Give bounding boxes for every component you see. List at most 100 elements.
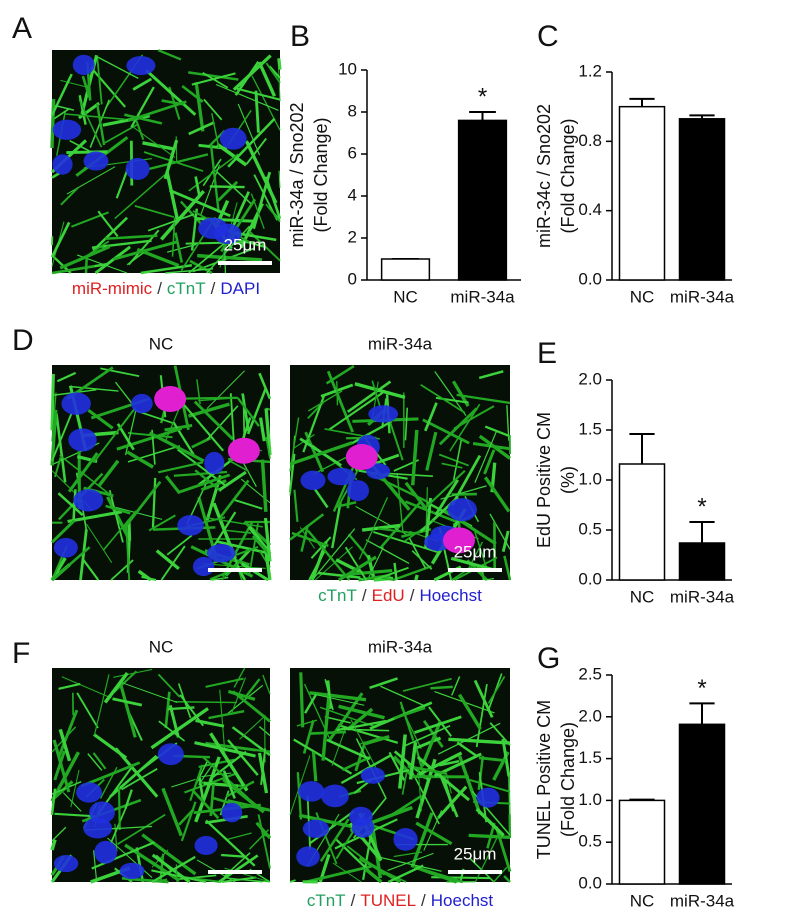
fiber [198, 143, 228, 150]
fiber [125, 526, 131, 581]
y-tick-label: 0.0 [578, 269, 602, 288]
fiber [416, 755, 470, 802]
caption-part: cTnT [167, 279, 206, 298]
fiber [331, 729, 346, 766]
fiber [227, 739, 259, 776]
fiber [114, 747, 159, 798]
image-title: NC [149, 637, 174, 656]
fiber [219, 689, 226, 754]
fiber [198, 777, 205, 799]
fiber [106, 496, 130, 539]
fiber [441, 462, 463, 469]
fiber [189, 764, 204, 802]
fiber [55, 413, 67, 483]
fiber [289, 441, 353, 466]
fiber [59, 454, 114, 498]
fiber [205, 819, 256, 867]
fiber [244, 140, 278, 204]
fiber [209, 732, 249, 792]
fiber [255, 821, 272, 840]
bar [678, 542, 726, 581]
caption: miR-mimic / cTnT / DAPI [72, 279, 260, 298]
nucleus [131, 393, 153, 414]
fiber [417, 767, 422, 812]
fiber [79, 529, 88, 581]
fiber [243, 520, 272, 547]
fiber [161, 787, 183, 837]
fiber [112, 240, 178, 261]
fiber [306, 529, 351, 581]
fiber [124, 113, 163, 125]
fiber [369, 677, 398, 690]
fiber [350, 420, 393, 445]
nucleus [61, 392, 91, 415]
fiber [167, 706, 195, 711]
nucleus [298, 781, 325, 802]
fiber [50, 839, 57, 851]
caption-part: cTnT [318, 586, 357, 605]
fiber [414, 715, 462, 734]
fiber [404, 500, 459, 524]
micrograph [288, 364, 512, 582]
fiber [420, 384, 466, 414]
fiber [165, 267, 214, 274]
fiber [335, 558, 365, 576]
fiber [202, 158, 222, 187]
fiber [313, 488, 329, 509]
fiber [126, 251, 145, 266]
fiber [61, 676, 112, 699]
fiber [225, 780, 255, 798]
fiber [326, 370, 355, 433]
error-bar [629, 97, 655, 107]
fiber [338, 555, 377, 582]
y-tick-label: 2.5 [578, 664, 602, 683]
y-axis-label: (Fold Change) [558, 722, 578, 837]
panel-letter: C [537, 20, 559, 53]
fiber [148, 431, 205, 463]
fiber [404, 407, 409, 441]
fiber [398, 734, 407, 789]
caption-part: miR-mimic [72, 279, 153, 298]
fiber [257, 61, 277, 97]
fiber [105, 234, 158, 241]
fiber [373, 566, 409, 581]
fiber [244, 678, 261, 699]
y-axis-label: miR-34a / Sno202 [287, 102, 307, 247]
fiber [60, 186, 79, 206]
panel-letter: B [290, 20, 310, 53]
fiber [311, 751, 318, 782]
fiber [233, 667, 246, 688]
fiber [151, 477, 157, 528]
fiber [309, 691, 367, 702]
fiber [169, 188, 231, 218]
fiber [227, 689, 256, 701]
fiber [51, 546, 91, 581]
fiber [239, 715, 266, 740]
x-tick-label: NC [630, 891, 655, 910]
y-tick-label: 10 [338, 59, 357, 78]
nucleus [476, 787, 500, 808]
fiber [262, 674, 271, 695]
fiber [501, 530, 510, 553]
fiber [437, 722, 501, 755]
fiber [92, 752, 107, 770]
nucleus [221, 802, 243, 823]
fiber [164, 691, 171, 729]
fiber [150, 707, 209, 750]
fiber [456, 741, 477, 757]
nucleus [94, 840, 118, 864]
nucleus [72, 54, 95, 75]
fiber [225, 529, 252, 534]
fiber [485, 577, 495, 581]
fiber [404, 725, 451, 747]
nucleus [73, 489, 104, 512]
fiber [416, 751, 463, 777]
fiber [199, 164, 221, 217]
fiber [112, 697, 143, 707]
caption-part: / [362, 586, 367, 605]
fiber [59, 245, 111, 270]
fiber [222, 770, 236, 799]
fiber [190, 208, 199, 251]
fiber [100, 367, 140, 378]
fiber [164, 475, 181, 495]
